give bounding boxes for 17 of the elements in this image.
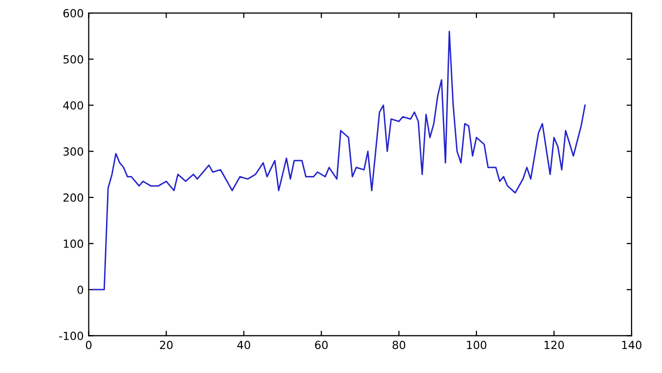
y-tick-label: 200 <box>63 193 84 202</box>
x-tick-label: 120 <box>544 340 564 350</box>
x-tick-label: 20 <box>160 340 173 350</box>
y-tick-label: 500 <box>63 55 84 64</box>
y-tick-label: 400 <box>63 101 84 110</box>
y-tick-label: 0 <box>78 286 84 294</box>
y-tick-label: 600 <box>63 9 84 18</box>
x-tick-label: 60 <box>315 340 328 350</box>
x-tick-label: 40 <box>237 340 250 350</box>
y-tick-label: 300 <box>63 147 84 156</box>
x-tick-label: 140 <box>622 340 642 350</box>
y-tick-label: -100 <box>59 332 84 340</box>
x-tick-label: 0 <box>86 340 92 350</box>
x-tick-label: 100 <box>467 340 486 350</box>
line-series <box>92 30 586 290</box>
y-tick-label: 100 <box>64 239 84 248</box>
x-tick-label: 80 <box>392 340 406 350</box>
